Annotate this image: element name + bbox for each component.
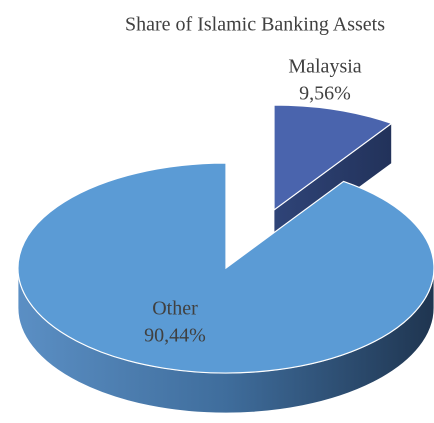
data-label-value: 90,44% (144, 325, 206, 347)
chart-title: Share of Islamic Banking Assets (125, 14, 385, 36)
data-label-name: Malaysia (288, 56, 361, 78)
slice (273, 104, 393, 212)
data-label-name: Other (152, 298, 198, 320)
pie (17, 104, 434, 414)
data-label-value: 9,56% (299, 83, 351, 105)
slice (17, 162, 434, 374)
